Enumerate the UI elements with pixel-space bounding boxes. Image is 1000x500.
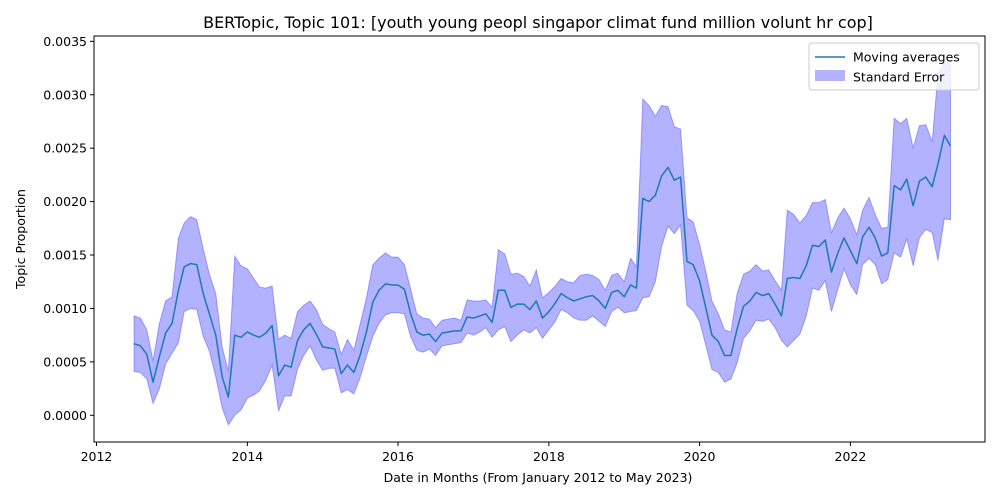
- plot-frame: [93, 35, 986, 443]
- y-tick-label: 0.0020: [43, 194, 87, 209]
- y-tick-label: 0.0035: [43, 34, 87, 49]
- x-tick-label: 2022: [835, 449, 867, 464]
- y-tick-label: 0.0005: [43, 354, 87, 369]
- y-tick-label: 0.0010: [43, 301, 87, 316]
- moving-averages-line: [133, 134, 952, 398]
- standard-error-band: [133, 62, 952, 427]
- x-tick-label: 2020: [684, 449, 716, 464]
- y-axis: 0.0000 0.0005 0.0010 0.0015 0.0020 0.0025 0.00…: [43, 34, 94, 423]
- legend: Moving averages Standard Error: [808, 42, 980, 91]
- chart-title: BERTopic, Topic 101: [youth young peopl …: [203, 13, 873, 32]
- x-tick-label: 2014: [231, 449, 263, 464]
- plot-area: [133, 62, 952, 427]
- legend-swatch-standard-error: [815, 70, 845, 81]
- x-tick-label: 2018: [533, 449, 565, 464]
- legend-label-standard-error: Standard Error: [853, 70, 945, 85]
- y-tick-label: 0.0030: [43, 87, 87, 102]
- y-tick-label: 0.0025: [43, 141, 87, 156]
- y-tick-label: 0.0000: [43, 408, 87, 423]
- x-axis-label: Date in Months (From January 2012 to May…: [384, 470, 693, 485]
- x-tick-label: 2016: [382, 449, 414, 464]
- y-tick-label: 0.0015: [43, 248, 87, 263]
- y-axis-label: Topic Proportion: [13, 189, 28, 290]
- x-axis: 2012 2014 2016 2018 2020 2022: [81, 442, 867, 464]
- legend-box: [808, 42, 980, 91]
- x-tick-label: 2012: [81, 449, 113, 464]
- legend-label-moving-averages: Moving averages: [853, 50, 960, 65]
